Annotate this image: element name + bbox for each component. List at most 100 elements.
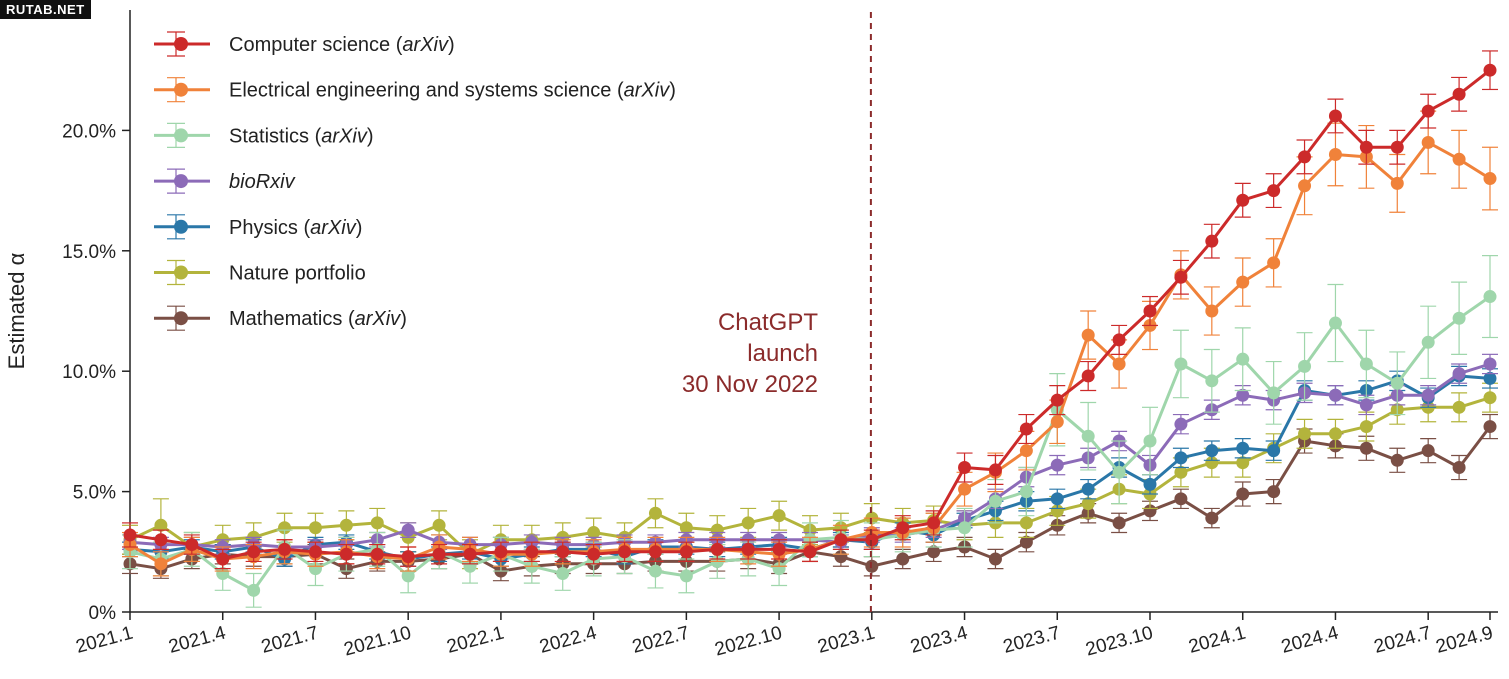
legend-label: Electrical engineering and systems scien… xyxy=(229,80,676,102)
data-point xyxy=(1421,444,1435,458)
data-point xyxy=(494,545,508,559)
x-tick-label: 2024.7 xyxy=(1372,623,1434,658)
legend-marker xyxy=(174,37,188,51)
x-tick-label: 2024.1 xyxy=(1186,623,1248,658)
data-point xyxy=(1205,234,1219,248)
legend-source: (arXiv) xyxy=(303,217,362,239)
data-point xyxy=(648,564,662,578)
data-point xyxy=(1174,417,1188,431)
y-axis-label: Estimated α xyxy=(4,252,29,369)
data-point xyxy=(648,545,662,559)
data-point xyxy=(834,533,848,547)
annotation-layer: ChatGPT launch 30 Nov 2022 xyxy=(682,12,872,612)
data-point xyxy=(1421,335,1435,349)
data-point xyxy=(1050,492,1064,506)
data-point xyxy=(370,547,384,561)
data-point xyxy=(1050,458,1064,472)
data-point xyxy=(1174,270,1188,284)
y-tick-label: 5.0% xyxy=(73,483,116,504)
data-point xyxy=(1205,444,1219,458)
x-tick-label: 2022.4 xyxy=(537,622,599,657)
data-point xyxy=(154,533,168,547)
data-point xyxy=(556,545,570,559)
legend-marker xyxy=(174,265,188,280)
data-point xyxy=(370,516,384,530)
data-point xyxy=(587,526,601,540)
x-tick-label: 2024.9 xyxy=(1434,623,1496,658)
data-point xyxy=(308,545,322,559)
annotation-text: 30 Nov 2022 xyxy=(682,371,818,398)
data-point xyxy=(1236,275,1250,289)
data-point xyxy=(1236,487,1250,501)
data-point xyxy=(741,542,755,556)
x-tick-label: 2021.1 xyxy=(74,623,136,658)
data-point xyxy=(525,545,539,559)
data-point xyxy=(1112,465,1126,479)
legend-marker xyxy=(174,219,188,234)
data-point xyxy=(1421,135,1435,149)
data-point xyxy=(1359,420,1373,434)
legend-marker xyxy=(174,128,188,143)
y-tick-label: 10.0% xyxy=(62,362,116,383)
data-point xyxy=(679,545,693,559)
data-point xyxy=(679,569,693,583)
data-point xyxy=(1205,304,1219,318)
data-point xyxy=(1359,441,1373,455)
data-point xyxy=(1328,147,1342,161)
data-point xyxy=(1390,376,1404,390)
data-point xyxy=(988,463,1002,477)
data-point xyxy=(1483,391,1497,405)
data-point xyxy=(1421,104,1435,118)
data-point xyxy=(1019,444,1033,458)
data-point xyxy=(927,516,941,530)
data-point xyxy=(1019,516,1033,530)
data-point xyxy=(463,547,477,561)
legend-source-italic: arXiv xyxy=(321,125,368,147)
data-point xyxy=(401,523,415,537)
legend-name: Physics xyxy=(229,217,303,239)
data-point xyxy=(834,550,848,564)
data-point xyxy=(247,583,261,597)
data-point xyxy=(1483,371,1497,385)
x-tick-label: 2023.7 xyxy=(1001,623,1063,658)
data-point xyxy=(1143,504,1157,518)
data-point xyxy=(401,550,415,564)
x-tick-label: 2021.7 xyxy=(259,623,321,658)
legend-marker xyxy=(174,82,188,97)
legend-name: Nature portfolio xyxy=(229,263,366,285)
data-point xyxy=(1359,357,1373,371)
data-point xyxy=(896,552,910,566)
data-point xyxy=(1483,420,1497,434)
data-point xyxy=(710,542,724,556)
data-point xyxy=(278,521,292,535)
data-point xyxy=(1205,511,1219,525)
series-group xyxy=(122,50,1498,570)
data-point xyxy=(1483,290,1497,304)
data-point xyxy=(648,506,662,520)
data-point xyxy=(1298,359,1312,373)
data-point xyxy=(1236,193,1250,207)
data-point xyxy=(154,557,168,571)
data-point xyxy=(988,552,1002,566)
legend-source: (arXiv) xyxy=(396,34,455,56)
data-point xyxy=(308,521,322,535)
data-point xyxy=(1081,328,1095,342)
data-point xyxy=(1298,427,1312,441)
series-layer xyxy=(122,50,1498,608)
data-point xyxy=(1050,415,1064,429)
legend-name: Mathematics xyxy=(229,308,348,330)
legend-name: Statistics xyxy=(229,125,315,147)
legend-item: Physics (arXiv) xyxy=(154,214,362,240)
data-point xyxy=(308,562,322,576)
data-point xyxy=(1205,374,1219,388)
data-point xyxy=(1267,386,1281,400)
data-point xyxy=(463,559,477,573)
legend-source-italic: arXiv xyxy=(624,80,671,102)
data-point xyxy=(1019,535,1033,549)
data-point xyxy=(865,533,879,547)
x-tick-label: 2021.4 xyxy=(166,622,228,657)
x-tick-label: 2021.10 xyxy=(342,623,414,661)
data-point xyxy=(154,518,168,532)
data-point xyxy=(772,562,786,576)
data-point xyxy=(896,521,910,535)
